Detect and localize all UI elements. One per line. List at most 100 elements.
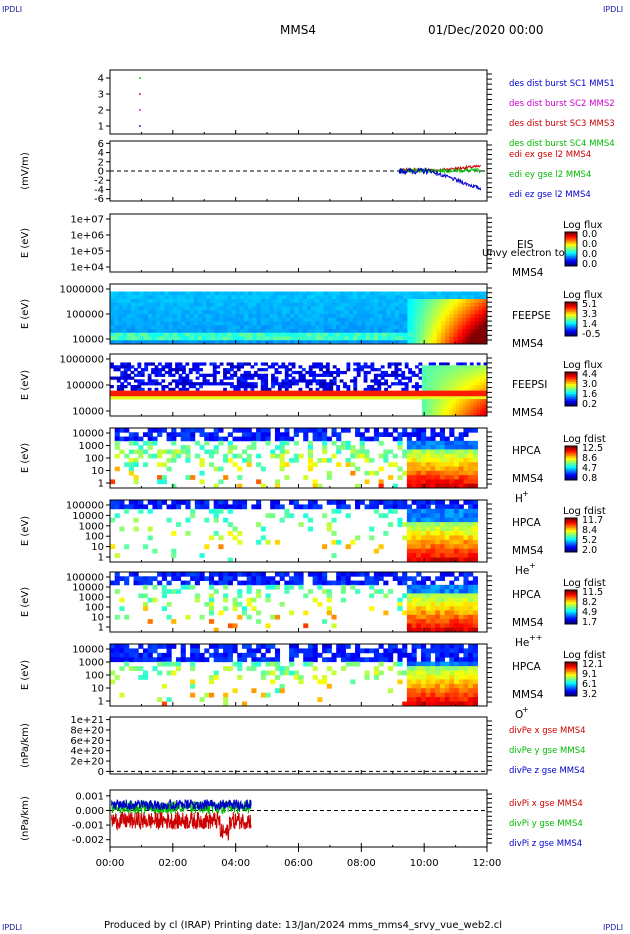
spectrogram-cell (120, 393, 125, 397)
spectrogram-cell (463, 368, 467, 372)
spectrogram-cell (204, 648, 210, 654)
spectrogram-cell (394, 310, 400, 315)
spectrogram-cell (256, 589, 262, 594)
spectrogram-cell (416, 470, 422, 476)
spectrogram-cell (269, 310, 274, 315)
spectrogram-cell (425, 513, 431, 519)
spectrogram-cell (430, 679, 436, 685)
spectrogram-cell (411, 548, 417, 554)
spectrogram-cell (367, 390, 371, 394)
spectrogram-cell (205, 382, 210, 386)
spectrogram-cell (355, 432, 361, 437)
spectrogram-cell (344, 302, 350, 307)
spectrogram-cell (130, 385, 135, 389)
spectrogram-cell (166, 652, 172, 658)
spectrogram-cell (264, 336, 270, 341)
spectrogram-cell (227, 325, 232, 330)
spectrogram-cell (458, 648, 464, 654)
spectrogram-cell (401, 390, 406, 394)
spectrogram-cell (439, 362, 443, 366)
spectrogram-cell (435, 597, 441, 603)
spectrogram-cell (373, 291, 379, 296)
spectrogram-cell (152, 548, 158, 554)
spectrogram-cell (435, 376, 440, 380)
spectrogram-cell (307, 648, 314, 654)
spectrogram-cell (352, 295, 358, 300)
spectrogram-cell (236, 368, 241, 372)
spectrogram-cell (227, 310, 232, 315)
spectrogram-cell (373, 396, 378, 400)
spectrogram-cell (227, 522, 233, 527)
spectrogram-cell (421, 539, 427, 545)
spectrogram-cell (315, 362, 320, 366)
spectrogram-cell (348, 310, 354, 315)
spectrogram-cell (435, 483, 441, 489)
spectrogram-cell (161, 368, 166, 372)
spectrogram-cell (458, 483, 464, 489)
colorbar-cell (565, 600, 577, 603)
spectrogram-cell (421, 376, 426, 380)
spectrogram-cell (430, 580, 436, 586)
spectrogram-cell (411, 675, 417, 680)
spectrogram-cell (281, 314, 287, 319)
spectrogram-cell (397, 504, 403, 510)
spectrogram-cell (122, 321, 128, 326)
spectrogram-cell (363, 365, 368, 369)
spectrogram-cell (232, 428, 238, 433)
spectrogram-cell (378, 295, 383, 300)
spectrogram-cell (466, 370, 471, 375)
spectrogram-cell (466, 321, 471, 326)
spectrogram-cell (265, 432, 271, 437)
spectrogram-cell (401, 382, 406, 386)
spectrogram-cell (256, 500, 262, 505)
spectrogram-cell (248, 302, 253, 307)
spectrogram-cell (466, 401, 471, 406)
spectrogram-cell (430, 697, 436, 702)
spectrogram-cell (273, 332, 278, 337)
spectrogram-cell (177, 302, 182, 307)
spectrogram-cell (192, 393, 197, 397)
spectrogram-cell (208, 619, 215, 624)
spectrogram-cell (166, 432, 172, 437)
spectrogram-cell (421, 470, 427, 476)
spectrogram-cell (147, 619, 153, 624)
spectrogram-cell (425, 623, 431, 629)
colorbar-cell (565, 548, 577, 551)
spectrogram-cell (421, 526, 427, 532)
spectrogram-cell (323, 317, 329, 322)
spectrogram-cell (142, 449, 149, 455)
spectrogram-cell (435, 531, 441, 536)
spectrogram-cell (114, 317, 119, 322)
spectrogram-cell (415, 314, 421, 319)
spectrogram-cell (323, 299, 329, 304)
spectrogram-cell (406, 666, 412, 671)
spectrogram-cell (164, 385, 169, 389)
spectrogram-cell (373, 321, 379, 326)
spectrogram-cell (466, 306, 471, 311)
legend-entry: divPi z gse MMS4 (509, 839, 582, 849)
spectrogram-cell (449, 379, 454, 383)
colorbar-cell (565, 590, 577, 593)
spectrogram-cell (210, 336, 216, 341)
spectrogram-cell (114, 314, 119, 319)
spectrogram-cell (281, 329, 287, 334)
spectrogram-cell (463, 619, 469, 624)
spectrogram-cell (208, 652, 215, 658)
spectrogram-cell (326, 593, 332, 599)
spectrogram-cell (281, 299, 287, 304)
y-tick-label: 1 (98, 623, 104, 634)
spectrogram-cell (161, 387, 166, 392)
spectrogram-cell (394, 393, 399, 397)
spectrogram-cell (364, 572, 370, 577)
colorbar-cell (565, 595, 577, 598)
y-tick-label: 1 (98, 697, 104, 708)
colorbar-cell (565, 456, 577, 459)
spectrogram-cell (454, 458, 460, 463)
spectrogram-cell (147, 526, 153, 532)
spectrogram-cell (306, 321, 312, 326)
spectrogram-cell (473, 379, 478, 383)
spectrogram-cell (461, 295, 467, 300)
spectrogram-cell (384, 387, 389, 392)
spectrogram-cell (377, 387, 382, 392)
y-tick-label: 1e+05 (70, 247, 104, 258)
